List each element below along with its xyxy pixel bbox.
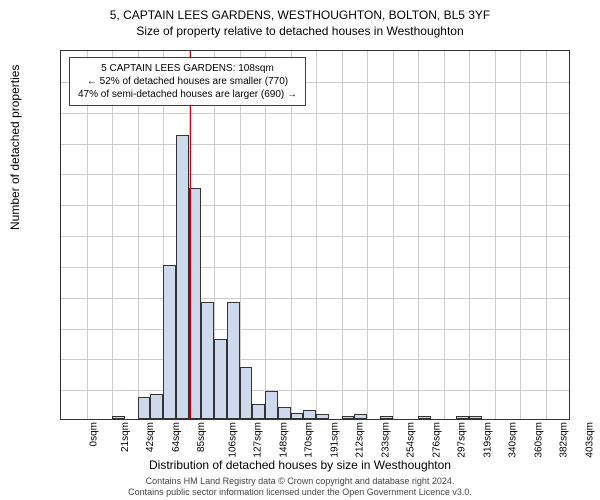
histogram-bar [150,394,163,419]
histogram-bar [163,265,176,419]
histogram-bar [252,404,265,419]
annotation-line-2: ← 52% of detached houses are smaller (77… [78,75,297,88]
annotation-callout: 5 CAPTAIN LEES GARDENS: 108sqm ← 52% of … [69,57,306,106]
histogram-bar [380,416,393,419]
x-tick-label: 170sqm [304,422,315,458]
x-tick-label: 254sqm [406,422,417,458]
x-tick-label: 42sqm [145,422,156,452]
histogram-bar [456,416,469,419]
x-tick-label: 212sqm [355,422,366,458]
histogram-bar [138,397,151,419]
x-axis-label: Distribution of detached houses by size … [0,458,600,472]
footer-line-2: Contains public sector information licen… [0,487,600,498]
x-tick-label: 106sqm [227,422,238,458]
x-tick-label: 340sqm [508,422,519,458]
histogram-bar [176,135,189,419]
histogram-bar [240,367,253,419]
x-tick-label: 360sqm [533,422,544,458]
chart-plot-area: 5 CAPTAIN LEES GARDENS: 108sqm ← 52% of … [60,50,570,420]
x-tick-label: 382sqm [559,422,570,458]
annotation-line-3: 47% of semi-detached houses are larger (… [78,88,297,101]
x-tick-label: 191sqm [329,422,340,458]
histogram-bar [291,413,304,419]
x-tick-label: 0sqm [88,422,99,446]
y-axis-label: Number of detached properties [8,65,22,230]
chart-title-main: 5, CAPTAIN LEES GARDENS, WESTHOUGHTON, B… [0,0,600,22]
histogram-bar [214,339,227,419]
histogram-bar [418,416,431,419]
annotation-line-1: 5 CAPTAIN LEES GARDENS: 108sqm [78,62,297,75]
histogram-bars [61,51,569,419]
x-tick-label: 127sqm [253,422,264,458]
reference-marker-line [190,51,191,419]
x-tick-label: 64sqm [171,422,182,452]
x-tick-label: 85sqm [196,422,207,452]
histogram-bar [303,410,316,419]
x-tick-label: 319sqm [482,422,493,458]
histogram-bar [342,416,355,419]
histogram-bar [265,391,278,419]
footer-attribution: Contains HM Land Registry data © Crown c… [0,476,600,498]
histogram-bar [354,414,367,419]
histogram-bar [201,302,214,419]
x-tick-label: 403sqm [584,422,595,458]
histogram-bar [112,416,125,419]
histogram-bar [227,302,240,419]
histogram-bar [278,407,291,419]
x-tick-label: 297sqm [457,422,468,458]
histogram-bar [469,416,482,419]
chart-title-sub: Size of property relative to detached ho… [0,22,600,38]
x-tick-label: 276sqm [431,422,442,458]
footer-line-1: Contains HM Land Registry data © Crown c… [0,476,600,487]
x-tick-label: 21sqm [120,422,131,452]
histogram-bar [316,414,329,419]
x-tick-label: 233sqm [380,422,391,458]
x-tick-label: 148sqm [278,422,289,458]
